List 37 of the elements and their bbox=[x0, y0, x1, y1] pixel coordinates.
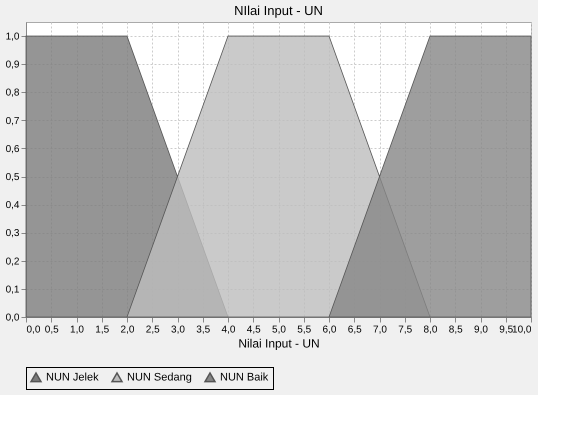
y-tick-label: 0,3 bbox=[6, 228, 20, 240]
y-tick-label: 0,2 bbox=[6, 256, 20, 268]
x-tick-label: 6,5 bbox=[348, 324, 362, 336]
x-tick-label: 2,0 bbox=[120, 324, 135, 336]
legend-label: NUN Jelek bbox=[46, 371, 100, 384]
x-tick-label: 1,0 bbox=[70, 324, 84, 336]
x-tick-label: 3,5 bbox=[196, 324, 211, 336]
y-tick-label: 0,1 bbox=[6, 284, 20, 296]
y-tick-label: 0,9 bbox=[6, 60, 20, 71]
x-tick-label: 0,5 bbox=[44, 324, 60, 336]
y-tick-label: 1,0 bbox=[6, 32, 20, 43]
x-tick-label: 0,0 bbox=[26, 324, 41, 336]
x-tick-label: 9,5 bbox=[499, 324, 514, 336]
x-tick-label: 8,5 bbox=[448, 324, 464, 336]
x-tick-label: 9,0 bbox=[474, 324, 488, 336]
y-tick-label: 0,5 bbox=[6, 172, 20, 184]
y-tick-label: 0,8 bbox=[6, 88, 20, 99]
x-tick-label: 8,0 bbox=[424, 324, 438, 336]
y-tick-label: 0,7 bbox=[6, 116, 20, 127]
x-tick-label: 5,5 bbox=[297, 324, 312, 336]
y-tick-label: 0,6 bbox=[6, 144, 20, 155]
x-tick-label: 3,0 bbox=[171, 324, 186, 336]
x-tick-label: 5,0 bbox=[272, 324, 286, 336]
x-axis-title: Nilai Input - UN bbox=[238, 336, 320, 350]
x-tick-label: 6,0 bbox=[322, 324, 337, 336]
legend-label: NUN Sedang bbox=[127, 371, 192, 384]
y-tick-label: 0,0 bbox=[6, 312, 20, 324]
x-tick-label: 4,5 bbox=[246, 324, 262, 336]
x-tick-label: 7,0 bbox=[373, 324, 388, 336]
x-tick-label: 7,5 bbox=[398, 324, 413, 336]
y-tick-label: 0,4 bbox=[6, 200, 20, 212]
x-tick-label: 4,0 bbox=[222, 324, 236, 336]
x-tick-label: 1,5 bbox=[95, 324, 110, 336]
chart-title: NIlai Input - UN bbox=[234, 3, 323, 18]
legend-label: NUN Baik bbox=[220, 371, 269, 384]
x-tick-label: 10,0 bbox=[512, 324, 532, 336]
x-tick-label: 2,5 bbox=[146, 324, 160, 336]
